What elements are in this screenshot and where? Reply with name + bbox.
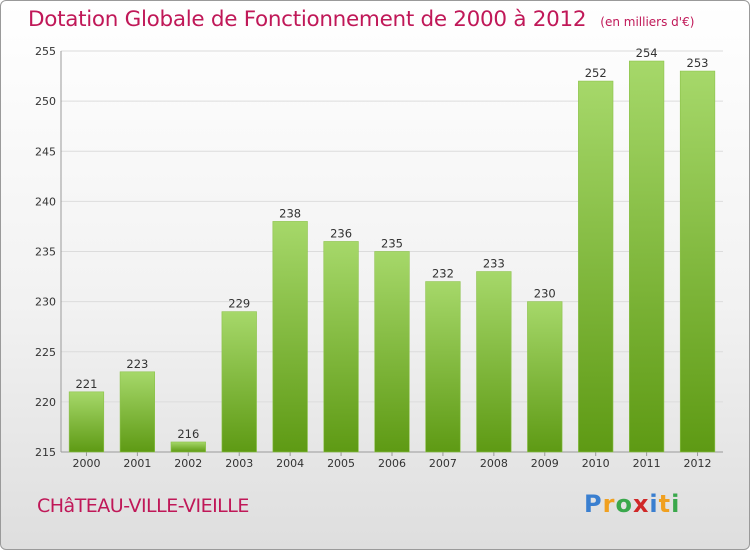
- data-label: 233: [483, 257, 505, 271]
- x-tick-label: 2009: [531, 457, 559, 470]
- bar-2004: [272, 221, 308, 453]
- chart-unit: (en milliers d'€): [600, 15, 695, 29]
- y-tick-label: 230: [35, 296, 56, 309]
- bar-2002: [170, 441, 206, 453]
- x-tick-label: 2011: [633, 457, 661, 470]
- data-label: 238: [279, 206, 301, 220]
- data-label: 253: [687, 56, 709, 70]
- labels: 215 220 225 230 235 240 245 250 255 221 2000 223 200…: [35, 45, 712, 470]
- bars: [68, 60, 716, 453]
- data-label: 229: [228, 297, 250, 311]
- bar-2000: [68, 391, 105, 453]
- y-tick-label: 225: [35, 346, 56, 359]
- bar-2012: [679, 70, 716, 453]
- bar-2007: [425, 281, 461, 453]
- y-tick-label: 220: [35, 396, 56, 409]
- y-tick-label: 245: [35, 145, 56, 158]
- bar-2011: [629, 60, 665, 453]
- proxiti-logo: Proxiti: [584, 490, 681, 518]
- bar-2003: [221, 311, 257, 453]
- x-tick-label: 2012: [684, 457, 712, 470]
- bar-2009: [527, 301, 563, 453]
- data-label: 252: [585, 66, 607, 80]
- chart-title: Dotation Globale de Fonctionnement de 20…: [28, 7, 694, 32]
- x-tick-label: 2007: [429, 457, 457, 470]
- data-label: 254: [636, 46, 658, 60]
- bar-2001: [119, 371, 155, 453]
- bar-2008: [476, 271, 512, 453]
- chart-title-text: Dotation Globale de Fonctionnement de 20…: [28, 7, 587, 32]
- y-tick-label: 250: [35, 95, 56, 108]
- data-label: 223: [126, 357, 148, 371]
- x-tick-label: 2005: [327, 457, 355, 470]
- data-label: 232: [432, 267, 454, 281]
- y-tick-label: 240: [35, 195, 56, 208]
- y-tick-label: 255: [35, 45, 56, 58]
- data-label: 235: [381, 237, 403, 251]
- data-label: 221: [75, 377, 97, 391]
- commune-name: CHâTEAU-VILLE-VIEILLE: [37, 495, 249, 517]
- bar-2005: [323, 241, 359, 453]
- y-tick-label: 235: [35, 246, 56, 259]
- data-label: 236: [330, 226, 352, 240]
- x-tick-label: 2003: [225, 457, 253, 470]
- x-tick-label: 2000: [72, 457, 100, 470]
- x-tick-label: 2004: [276, 457, 304, 470]
- bar-2006: [374, 251, 410, 453]
- bar-2010: [578, 80, 614, 453]
- x-tick-label: 2010: [582, 457, 610, 470]
- y-tick-label: 215: [35, 446, 56, 459]
- x-tick-label: 2002: [174, 457, 202, 470]
- data-label: 216: [177, 427, 199, 441]
- data-label: 230: [534, 287, 556, 301]
- x-tick-label: 2006: [378, 457, 406, 470]
- x-tick-label: 2008: [480, 457, 508, 470]
- x-tick-label: 2001: [123, 457, 151, 470]
